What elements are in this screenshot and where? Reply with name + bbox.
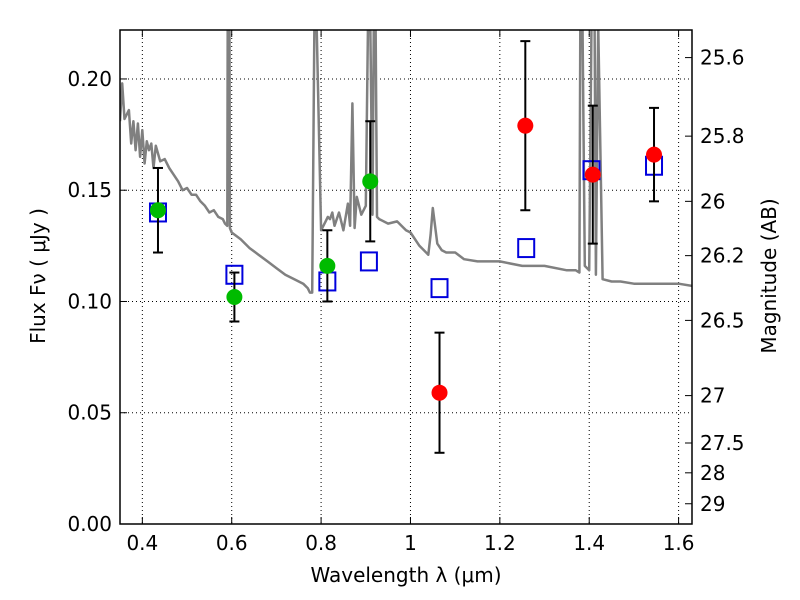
y2-tick-label: 26.5: [700, 308, 745, 332]
y2-tick-label: 25.6: [700, 46, 745, 70]
x-axis-label: Wavelength λ (μm): [310, 563, 501, 587]
points-layer: [148, 40, 664, 454]
observed-red-point: [646, 146, 663, 163]
y2-tick-label: 26.2: [700, 244, 745, 268]
x-tick-label: 1.2: [484, 531, 516, 555]
x-tick-label: 1: [404, 531, 417, 555]
grid: [120, 30, 692, 525]
model-photometry-square: [517, 238, 536, 259]
x-tick-label: 1.6: [663, 531, 695, 555]
observed-green-point: [319, 257, 336, 274]
y-tick-label: 0.20: [67, 67, 112, 91]
y2-axis-label: Magnitude (AB): [757, 198, 781, 353]
y-tick-label: 0.10: [67, 289, 112, 313]
y2-tick-label: 27: [700, 384, 725, 408]
observed-red-point: [584, 166, 601, 183]
observed-green-point: [149, 202, 166, 219]
x-tick-label: 0.6: [216, 531, 248, 555]
observed-green-point: [226, 289, 243, 306]
model-photometry-square: [359, 251, 378, 272]
x-tick-label: 0.4: [126, 531, 158, 555]
ticks-layer: 0.4 0.6 0.8 1 1.2 1.4 1.6 0.00 0.05 0.10 0.15 0.20 2…: [67, 30, 745, 555]
y-tick-label: 0.00: [67, 512, 112, 536]
y-tick-label: 0.05: [67, 401, 112, 425]
y2-tick-label: 28: [700, 461, 725, 485]
model-photometry-square: [430, 278, 449, 299]
observed-red-point: [431, 384, 448, 401]
y2-tick-label: 27.5: [700, 431, 745, 455]
y2-tick-label: 25.8: [700, 124, 745, 148]
y-axis-label: Flux Fν ( μJy ): [26, 208, 50, 344]
x-tick-label: 0.8: [305, 531, 337, 555]
y2-tick-label: 29: [700, 492, 725, 516]
y2-tick-label: 26: [700, 189, 725, 213]
observed-green-point: [362, 173, 379, 190]
x-tick-label: 1.4: [573, 531, 605, 555]
spectrum-layer: [120, 30, 692, 294]
plot-frame: [119, 29, 693, 525]
model-spectrum-line: [120, 30, 692, 294]
y-tick-label: 0.15: [67, 178, 112, 202]
observed-red-point: [517, 117, 534, 134]
